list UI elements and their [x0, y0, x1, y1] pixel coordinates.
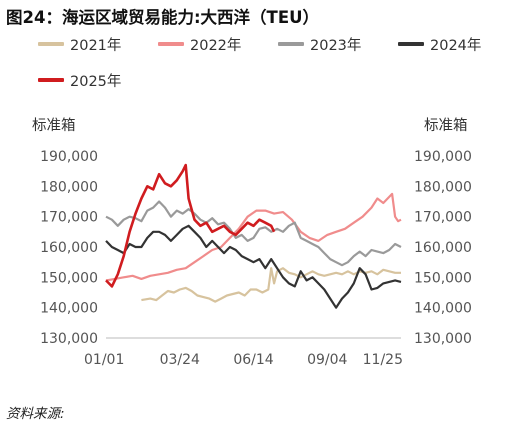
y-tick-label-left: 140,000 — [40, 301, 98, 317]
y-tick-label-right: 140,000 — [414, 301, 472, 317]
right-axis-unit: 标准箱 — [424, 118, 468, 134]
series-line-2021 — [141, 267, 401, 303]
legend-swatch-2024 — [398, 42, 424, 46]
y-tick-label-left: 160,000 — [40, 240, 98, 256]
legend-item-2024: 2024年 — [398, 34, 481, 55]
y-tick-label-right: 130,000 — [414, 331, 472, 347]
x-tick-label: 09/04 — [307, 352, 347, 368]
legend-item-2023: 2023年 — [278, 34, 361, 55]
legend-label-2025: 2025年 — [70, 74, 122, 90]
legend-item-2022: 2022年 — [158, 34, 241, 55]
legend-item-2021: 2021年 — [38, 34, 121, 55]
legend-swatch-2022 — [158, 42, 184, 46]
y-tick-label-left: 170,000 — [40, 210, 98, 226]
y-tick-label-right: 160,000 — [414, 240, 472, 256]
series-line-2024 — [105, 224, 402, 309]
series-line-2025 — [105, 163, 276, 288]
chart-axes: 130,000 130,000 140,000 140,000 150,000 150,0… — [40, 149, 472, 368]
x-tick-label: 06/14 — [233, 352, 273, 368]
legend-swatch-2025 — [38, 78, 64, 82]
y-tick-label-right: 150,000 — [414, 270, 472, 286]
source-note: 资料来源: — [6, 406, 65, 422]
series-line-2023 — [105, 200, 402, 267]
x-tick-label: 01/01 — [84, 352, 124, 368]
x-tick-label: 11/25 — [363, 352, 403, 368]
legend-label-2023: 2023年 — [310, 38, 362, 54]
y-tick-label-left: 180,000 — [40, 179, 98, 195]
y-tick-label-left: 130,000 — [40, 331, 98, 347]
legend-label-2024: 2024年 — [430, 38, 482, 54]
chart-title: 图24：海运区域贸易能力:大西洋（TEU） — [6, 8, 319, 27]
legend-item-2025: 2025年 — [38, 70, 121, 91]
y-tick-label-right: 190,000 — [414, 149, 472, 165]
legend-label-2021: 2021年 — [70, 38, 122, 54]
left-axis-unit: 标准箱 — [32, 118, 76, 134]
y-tick-label-left: 150,000 — [40, 270, 98, 286]
legend-swatch-2021 — [38, 42, 64, 46]
legend-swatch-2023 — [278, 42, 304, 46]
x-tick-label: 03/24 — [160, 352, 200, 368]
chart-series — [105, 163, 402, 309]
legend-label-2022: 2022年 — [190, 38, 242, 54]
y-tick-label-right: 170,000 — [414, 210, 472, 226]
series-line-2022 — [105, 192, 402, 282]
y-tick-label-left: 190,000 — [40, 149, 98, 165]
y-tick-label-right: 180,000 — [414, 179, 472, 195]
